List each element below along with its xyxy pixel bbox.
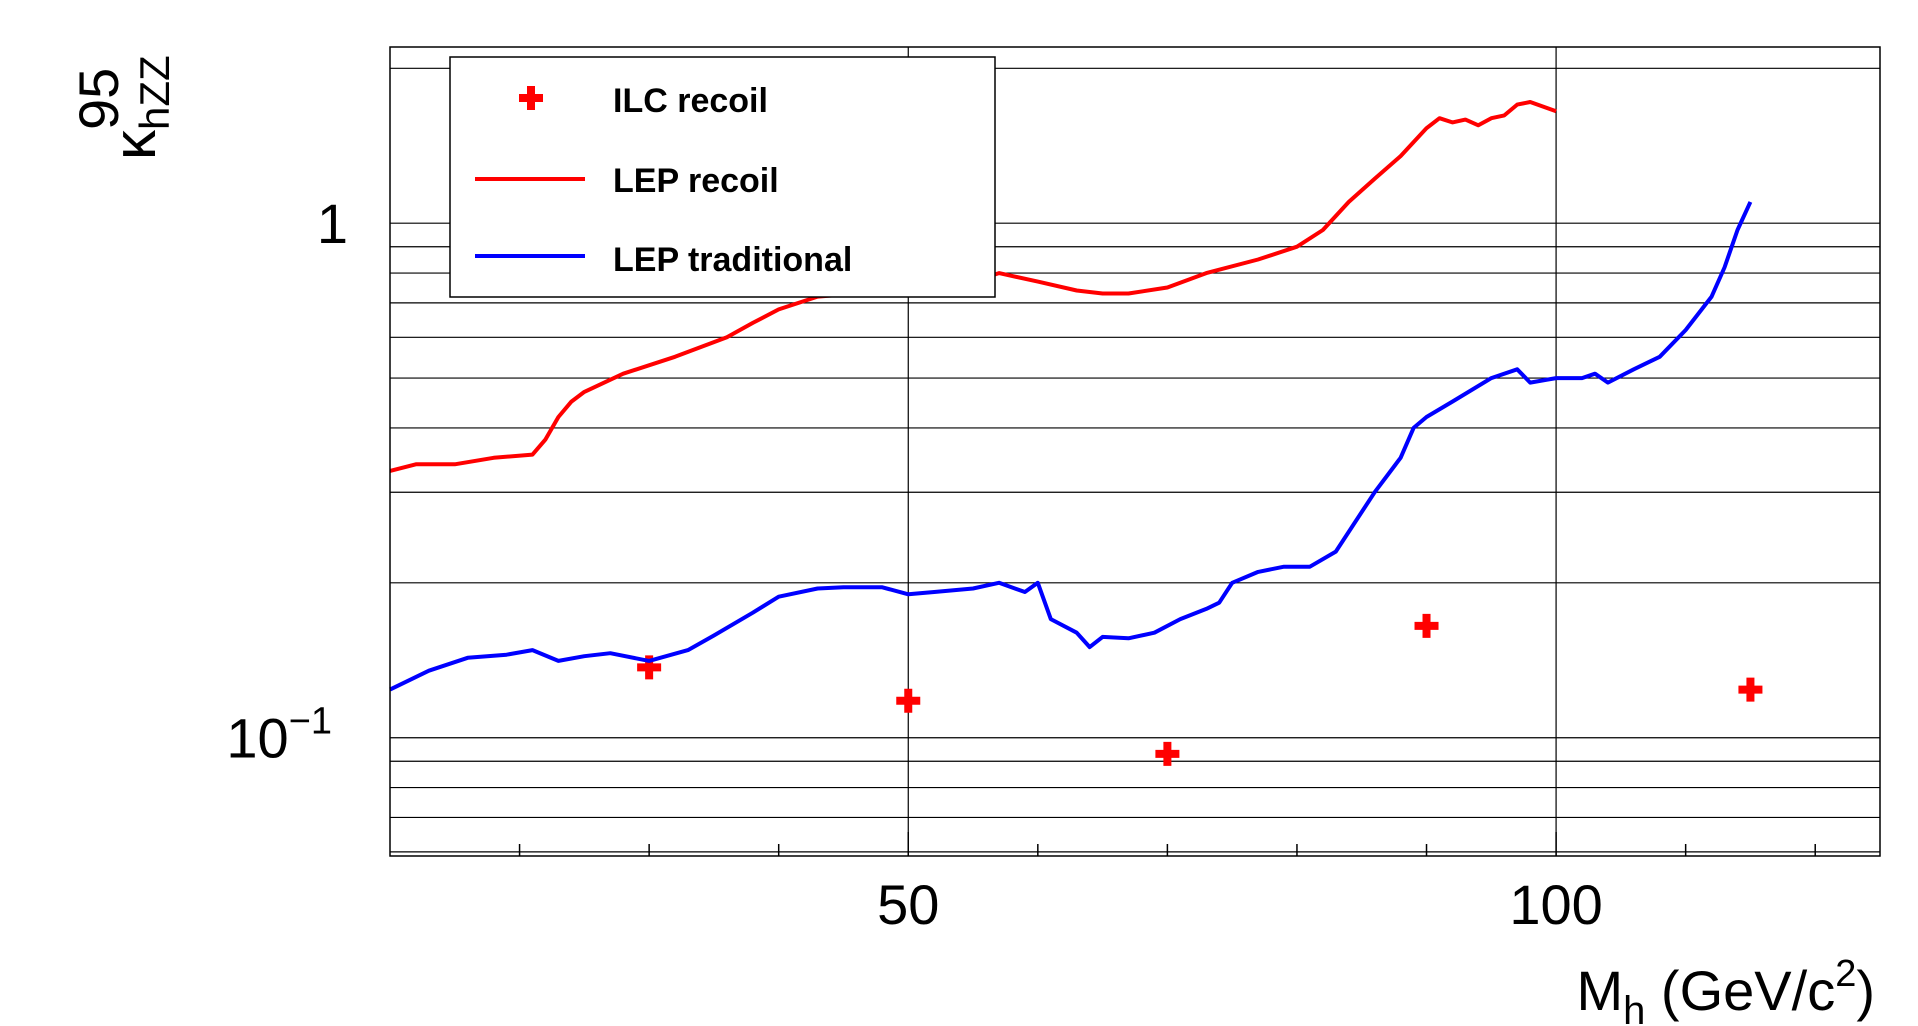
- x-tick-label: 50: [877, 873, 939, 936]
- x-axis-label-unit-post: ): [1856, 959, 1875, 1022]
- series-point-ilc-recoil: [1414, 613, 1439, 638]
- series-point-ilc-recoil: [637, 655, 662, 680]
- legend-entry-lep-traditional: LEP traditional: [475, 241, 852, 279]
- y-axis-label-sup: 95: [67, 68, 130, 130]
- axis-ticks: 50 100 1 10−1: [226, 192, 1816, 936]
- legend-label-ilc-recoil: ILC recoil: [613, 82, 768, 120]
- series-line-lep-traditional: [389, 201, 1753, 692]
- series-layer: [389, 100, 1763, 766]
- legend-entry-lep-recoil: LEP recoil: [475, 162, 779, 200]
- y-tick-label-exponent: −1: [289, 701, 332, 743]
- x-axis-label: Mh (GeV/c2): [1576, 953, 1875, 1026]
- x-tick-label: 100: [1509, 873, 1602, 936]
- legend-entry-ilc-recoil: ILC recoil: [519, 82, 768, 120]
- y-axis-label-main: κ: [101, 129, 168, 160]
- series-point-ilc-recoil: [1155, 741, 1180, 766]
- plot-frame: [389, 46, 1881, 857]
- x-axis-label-sub: h: [1623, 989, 1645, 1026]
- series-point-ilc-recoil: [1738, 677, 1763, 702]
- legend-label-lep-recoil: LEP recoil: [613, 162, 779, 200]
- y-axis-label: κhZZ: [101, 55, 178, 160]
- legend-label-lep-traditional: LEP traditional: [613, 241, 852, 279]
- grid: [390, 47, 1880, 856]
- legend: ILC recoil LEP recoil LEP traditional: [449, 56, 996, 298]
- y-tick-label-base: 10: [226, 707, 288, 770]
- series-point-ilc-recoil: [896, 688, 921, 713]
- legend-marker-cross: [519, 86, 543, 110]
- series-line-lep-recoil: [389, 100, 1557, 473]
- x-axis-label-main: M: [1576, 959, 1623, 1022]
- y-axis-label-sub: hZZ: [131, 55, 178, 130]
- x-axis-label-unit-sup: 2: [1835, 953, 1856, 995]
- y-tick-label: 10−1: [226, 701, 332, 770]
- y-tick-label: 1: [317, 192, 348, 255]
- x-axis-label-unit-pre: (GeV/c: [1645, 959, 1835, 1022]
